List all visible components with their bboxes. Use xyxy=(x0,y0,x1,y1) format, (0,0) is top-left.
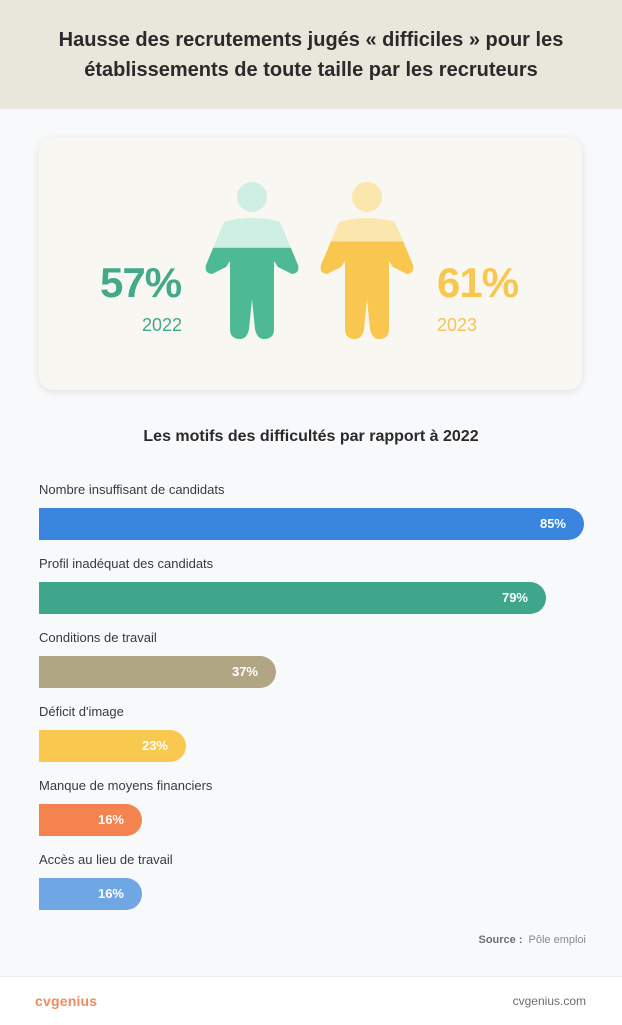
chart-title: Les motifs des difficultés par rapport à… xyxy=(143,428,479,445)
bar-value-label: 79% xyxy=(501,590,528,605)
person-icon-2023 xyxy=(320,182,414,339)
bar-label: Profil inadéquat des candidats xyxy=(39,556,214,571)
source-label: Source : xyxy=(478,934,523,946)
source-value: Pôle emploi xyxy=(528,934,586,946)
bar: 16% xyxy=(39,878,142,910)
footer: cvgenius cvgenius.com xyxy=(0,976,622,1025)
person-icon-2022 xyxy=(205,182,299,339)
bar-label: Manque de moyens financiers xyxy=(39,778,213,793)
bar-label: Nombre insuffisant de candidats xyxy=(39,482,225,497)
bar-value-label: 37% xyxy=(231,664,258,679)
bar: 16% xyxy=(39,804,142,836)
person-2022-fill xyxy=(205,247,299,339)
bar-label: Conditions de travail xyxy=(39,630,157,645)
bar-row: Déficit d'image 23% xyxy=(39,704,584,778)
header-banner: Hausse des recrutements jugés « difficil… xyxy=(0,0,622,109)
bar: 85% xyxy=(39,508,584,540)
bar-chart: Nombre insuffisant de candidats 85% Profil… xyxy=(39,482,584,926)
source-note: Source : Pôle emploi xyxy=(479,934,587,946)
stat-2023-percent: 61% xyxy=(437,259,519,306)
bar-value-label: 16% xyxy=(97,886,124,901)
bar-row: Accès au lieu de travail 16% xyxy=(39,852,584,926)
bar-row: Manque de moyens financiers 16% xyxy=(39,778,584,852)
bar: 37% xyxy=(39,656,276,688)
bar-label: Déficit d'image xyxy=(39,704,124,719)
stat-2022-percent: 57% xyxy=(100,259,182,306)
bar-row: Nombre insuffisant de candidats 85% xyxy=(39,482,584,556)
bar-value-label: 85% xyxy=(539,516,566,531)
footer-site-link[interactable]: cvgenius.com xyxy=(512,994,586,1008)
bar-label: Accès au lieu de travail xyxy=(39,852,173,867)
stat-2022-year: 2022 xyxy=(142,315,183,335)
stat-2023-year: 2023 xyxy=(437,315,478,335)
person-2023-fill xyxy=(320,241,414,339)
bar-row: Conditions de travail 37% xyxy=(39,630,584,704)
bar-row: Profil inadéquat des candidats 79% xyxy=(39,556,584,630)
bar-value-label: 23% xyxy=(141,738,168,753)
stats-card: 57% 2022 61% 2023 xyxy=(39,137,582,390)
page-title: Hausse des recrutements jugés « difficil… xyxy=(58,28,564,81)
bar: 23% xyxy=(39,730,186,762)
cvgenius-logo[interactable]: cvgenius xyxy=(35,993,98,1009)
bar: 79% xyxy=(39,582,546,614)
bar-value-label: 16% xyxy=(97,812,124,827)
